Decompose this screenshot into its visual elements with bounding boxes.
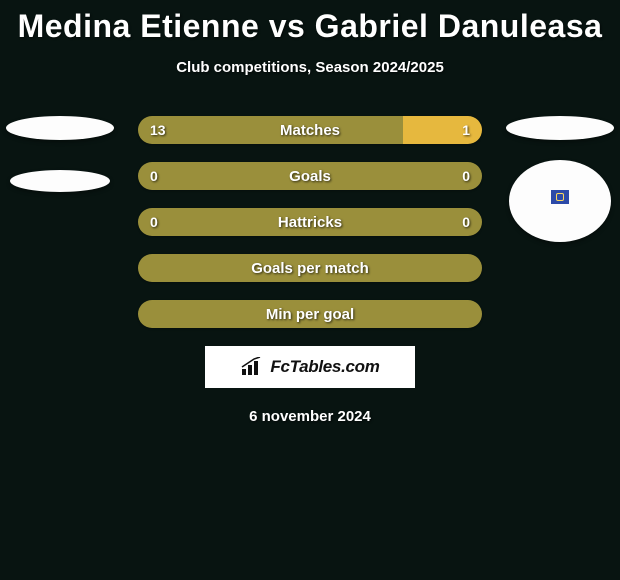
logo-text: FcTables.com xyxy=(270,357,379,377)
stats-area: Matches131Goals00Hattricks00Goals per ma… xyxy=(0,116,620,328)
stat-bar-label: Goals xyxy=(138,162,482,190)
stat-bar-p1-value: 0 xyxy=(150,208,158,236)
avatar-circle xyxy=(509,160,611,242)
stat-bars: Matches131Goals00Hattricks00Goals per ma… xyxy=(138,116,482,328)
stat-bar-p1-value: 13 xyxy=(150,116,166,144)
date-text: 6 november 2024 xyxy=(0,408,620,425)
bars-icon xyxy=(240,357,266,377)
stat-bar-p2-value: 0 xyxy=(462,208,470,236)
avatar-ellipse xyxy=(506,116,614,140)
page-subtitle: Club competitions, Season 2024/2025 xyxy=(0,59,620,76)
player2-avatar xyxy=(506,116,614,242)
stat-bar-p1-value: 0 xyxy=(150,162,158,190)
flag-badge-icon xyxy=(551,190,569,204)
stat-bar-label: Matches xyxy=(138,116,482,144)
player1-avatar xyxy=(6,116,114,192)
stat-bar: Matches13 1 xyxy=(138,116,482,144)
stat-bar: Min per goal xyxy=(138,300,482,328)
stat-bar-label: Goals per match xyxy=(138,254,482,282)
stat-bar: Goals per match xyxy=(138,254,482,282)
page-title: Medina Etienne vs Gabriel Danuleasa xyxy=(0,0,620,45)
stat-bar: Hattricks0 0 xyxy=(138,208,482,236)
avatar-ellipse xyxy=(6,116,114,140)
stat-bar-p2-value: 0 xyxy=(462,162,470,190)
stat-bar-label: Min per goal xyxy=(138,300,482,328)
avatar-ellipse xyxy=(10,170,110,192)
stat-bar-label: Hattricks xyxy=(138,208,482,236)
stat-bar: Goals0 0 xyxy=(138,162,482,190)
fctables-logo: FcTables.com xyxy=(205,346,415,388)
stat-bar-p2-value: 1 xyxy=(462,116,470,144)
